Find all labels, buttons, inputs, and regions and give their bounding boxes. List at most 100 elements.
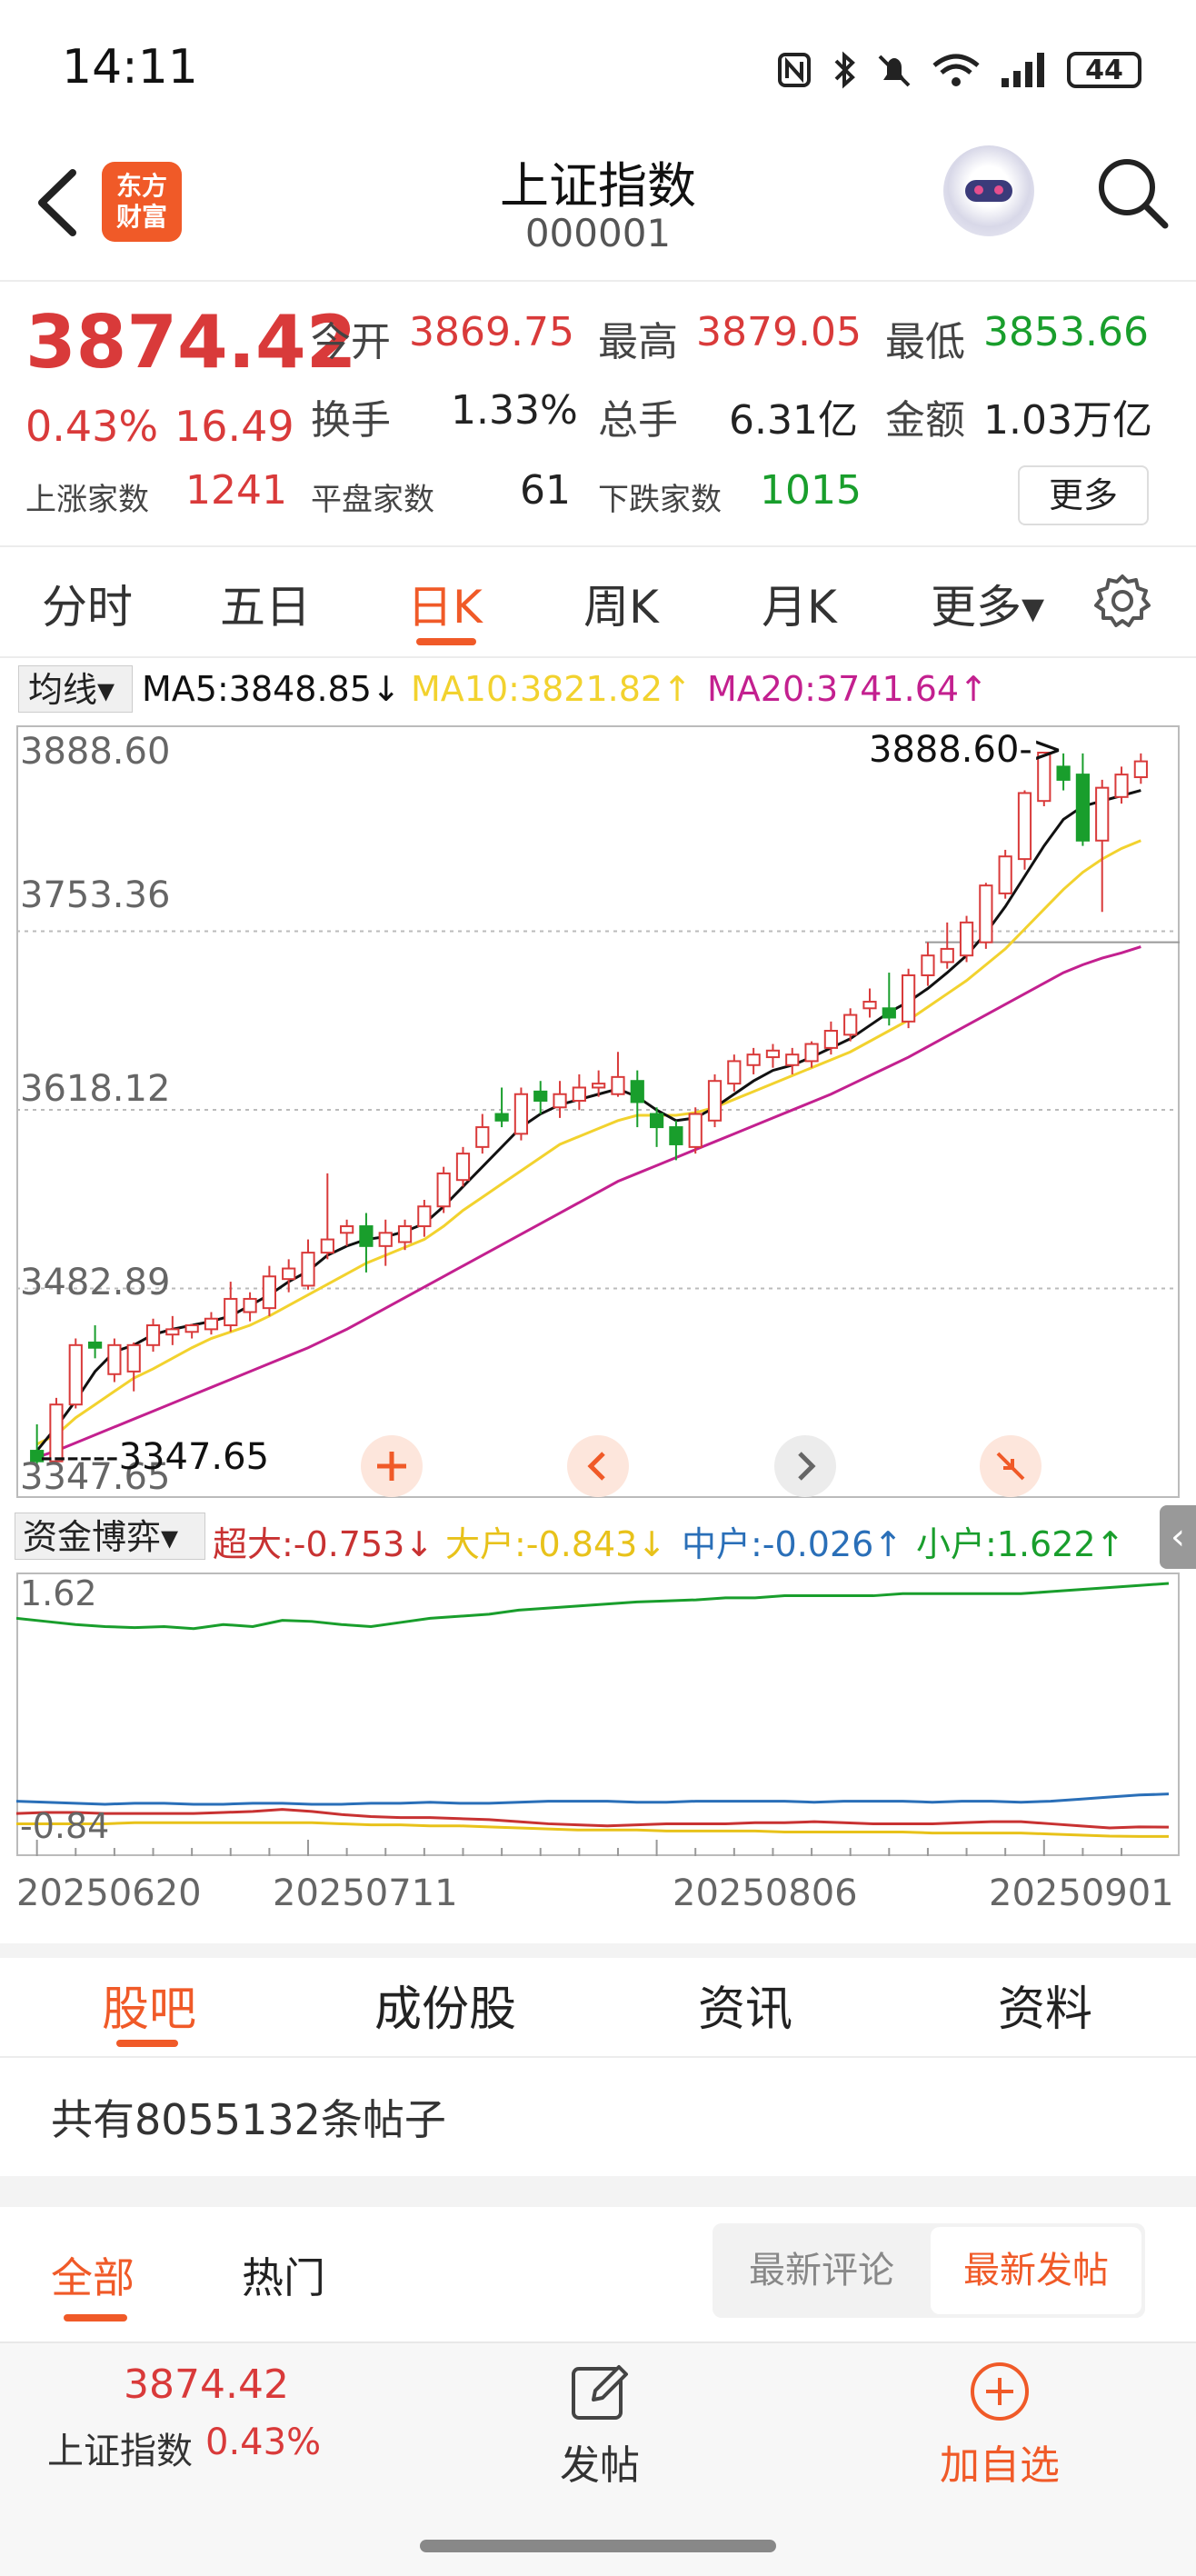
candle-body xyxy=(1056,765,1071,781)
tab-more[interactable]: 更多▾ xyxy=(931,581,1045,634)
section-gap xyxy=(0,2176,1196,2207)
candle-up xyxy=(727,1054,742,1092)
low-value: 3853.66 xyxy=(983,309,1149,355)
candle-body xyxy=(1075,774,1091,842)
max-annotation: 3888.60-> xyxy=(869,729,1062,771)
candle-up xyxy=(107,1338,122,1383)
tab-daily-k[interactable]: 日K xyxy=(407,581,483,634)
tab-five-day[interactable]: 五日 xyxy=(220,581,311,634)
search-icon[interactable] xyxy=(1091,151,1172,233)
candle-up xyxy=(959,915,974,963)
flow-frame xyxy=(16,1573,1180,1856)
down-count-label: 下跌家数 xyxy=(598,482,722,518)
candle-up xyxy=(513,1087,529,1141)
indicator-select[interactable]: 均线▾ xyxy=(18,665,133,713)
back-icon[interactable] xyxy=(27,162,91,244)
candle-up xyxy=(455,1146,471,1187)
down-count-value: 1015 xyxy=(760,467,862,514)
candle-up xyxy=(688,1107,703,1154)
filter-all[interactable]: 全部 xyxy=(51,2253,135,2302)
up-count-label: 上涨家数 xyxy=(25,482,149,518)
candle-body xyxy=(320,1238,334,1254)
bottom-bar xyxy=(0,2341,1196,2576)
home-indicator xyxy=(420,2540,776,2552)
candle-down xyxy=(533,1081,548,1114)
tab-profile[interactable]: 资料 xyxy=(998,1982,1093,2037)
candle-body xyxy=(204,1317,219,1331)
volume-label: 总手 xyxy=(598,397,678,444)
candle-body xyxy=(475,1126,490,1148)
bottom-change-percent[interactable]: 0.43% xyxy=(205,2421,322,2463)
high-value: 3879.05 xyxy=(696,309,862,355)
app-logo[interactable]: 东方 财富 xyxy=(102,162,182,242)
flat-count-label: 平盘家数 xyxy=(311,482,434,518)
candle-up xyxy=(417,1199,432,1237)
candle-up xyxy=(707,1073,723,1128)
candle-up xyxy=(572,1073,586,1111)
tab-monthly-k[interactable]: 月K xyxy=(762,581,837,634)
candle-up xyxy=(785,1047,800,1074)
bottom-stock-name[interactable]: 上证指数 xyxy=(47,2431,193,2472)
candle-body xyxy=(959,921,974,957)
post-label: 发帖 xyxy=(560,2442,640,2489)
shrink-button xyxy=(980,1435,1042,1497)
flow-y-bottom: -0.84 xyxy=(20,1806,109,1846)
candle-up xyxy=(378,1219,393,1266)
candle-up xyxy=(592,1070,606,1097)
candle-up xyxy=(1133,753,1148,784)
candle-up xyxy=(823,1021,838,1055)
tab-constituents[interactable]: 成份股 xyxy=(374,1982,517,2037)
candle-up xyxy=(553,1081,567,1118)
sort-latest-post[interactable]: 最新发帖 xyxy=(931,2227,1141,2314)
change-percent: 0.43% xyxy=(25,402,159,451)
signal-icon xyxy=(1002,53,1044,87)
candle-body xyxy=(1133,760,1148,779)
date-label-4: 20250901 xyxy=(989,1872,1174,1914)
date-label-3: 20250806 xyxy=(673,1872,858,1914)
flow_small-line xyxy=(16,1582,1170,1631)
candle-body xyxy=(804,1043,819,1063)
settings-icon[interactable] xyxy=(1094,573,1151,629)
candle-body xyxy=(1037,752,1051,803)
more-button[interactable]: 更多 xyxy=(1018,465,1149,525)
candle-body xyxy=(301,1252,315,1287)
candle-body xyxy=(765,1049,781,1059)
candle-up xyxy=(862,988,877,1018)
sort-latest-comment[interactable]: 最新评论 xyxy=(749,2250,894,2291)
tab-news[interactable]: 资讯 xyxy=(698,1982,793,2037)
candle-body xyxy=(340,1225,354,1234)
candle-up xyxy=(126,1342,141,1392)
candle-body xyxy=(49,1403,64,1463)
y-label-3: 3618.12 xyxy=(20,1068,170,1110)
candle-down xyxy=(1075,753,1091,846)
candle-body xyxy=(882,1007,896,1019)
fund-flow-chart[interactable]: 1.62 -0.84 xyxy=(16,1573,1180,1856)
candle-body xyxy=(940,947,954,964)
filter-hot[interactable]: 热门 xyxy=(242,2253,325,2302)
date-label-2: 20250711 xyxy=(273,1872,458,1914)
kline-chart[interactable]: 3888.60 3753.36 3618.12 3482.89 3347.65 … xyxy=(16,725,1180,1498)
candle-up xyxy=(145,1318,161,1353)
edit-icon xyxy=(572,2365,628,2420)
tab-intraday[interactable]: 分时 xyxy=(42,581,133,634)
fund-flow-select[interactable]: 资金博弈▾ xyxy=(15,1513,205,1560)
super-large-label: 超大:-0.753↓ xyxy=(213,1524,434,1564)
candle-up xyxy=(746,1047,761,1074)
candle-body xyxy=(262,1275,276,1310)
candle-down xyxy=(87,1325,103,1359)
candle-up xyxy=(765,1043,781,1068)
tab-weekly-k[interactable]: 周K xyxy=(583,581,659,634)
candle-body xyxy=(533,1090,548,1103)
tab-forum[interactable]: 股吧 xyxy=(102,1982,197,2037)
candle-down xyxy=(630,1070,644,1128)
add-watchlist-button[interactable]: 加自选 xyxy=(927,2360,1072,2489)
candle-body xyxy=(611,1075,625,1095)
candle-up xyxy=(1095,779,1110,913)
candle-down xyxy=(649,1107,664,1147)
bottom-price[interactable]: 3874.42 xyxy=(124,2361,289,2408)
post-button[interactable]: 发帖 xyxy=(545,2360,654,2489)
assistant-avatar[interactable] xyxy=(943,145,1034,236)
nfc-icon xyxy=(778,53,811,87)
collapse-panel-button[interactable]: ‹ xyxy=(1160,1505,1196,1569)
chart-frame xyxy=(16,725,1180,1498)
